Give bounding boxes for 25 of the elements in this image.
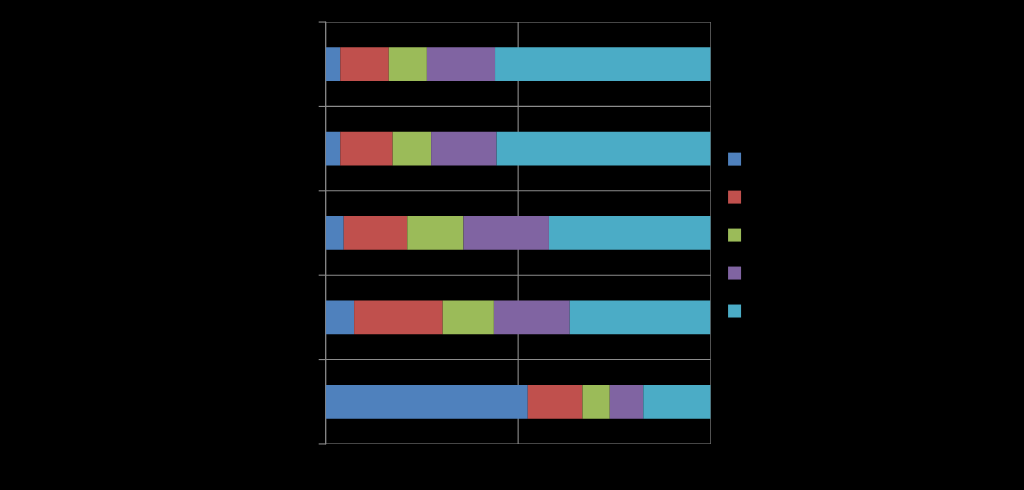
bar <box>493 300 570 335</box>
bar <box>643 384 711 419</box>
bar <box>495 47 711 82</box>
bar <box>354 300 443 335</box>
bar <box>496 131 711 166</box>
bar <box>392 131 432 166</box>
bar <box>431 131 497 166</box>
bar <box>582 384 610 419</box>
bar <box>343 216 408 250</box>
bar <box>340 47 389 82</box>
bar <box>325 300 355 335</box>
bar <box>548 216 711 250</box>
bar <box>527 384 583 419</box>
bar <box>325 131 341 166</box>
bar <box>407 216 464 250</box>
bar <box>388 47 427 82</box>
bar <box>325 47 341 82</box>
bar <box>442 300 494 335</box>
bar <box>463 216 549 250</box>
bar <box>325 216 344 250</box>
bar <box>569 300 711 335</box>
bar <box>340 131 393 166</box>
bar <box>325 384 528 419</box>
bar <box>426 47 496 82</box>
bar <box>609 384 644 419</box>
